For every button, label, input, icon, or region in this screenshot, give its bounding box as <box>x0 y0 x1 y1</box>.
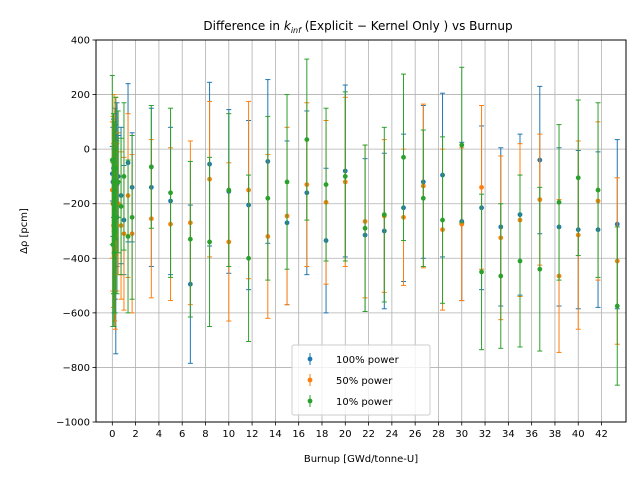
data-point <box>381 212 387 218</box>
x-tick-label: 20 <box>339 429 352 440</box>
data-point <box>420 195 426 201</box>
legend-label: 10% power <box>336 397 393 408</box>
x-tick-label: 24 <box>386 429 399 440</box>
y-tick-label: −1000 <box>56 418 90 429</box>
data-point <box>109 157 115 163</box>
x-tick-label: 4 <box>156 429 162 440</box>
x-tick-label: 14 <box>269 429 282 440</box>
x-tick-label: 0 <box>109 429 115 440</box>
data-point <box>125 234 131 239</box>
data-point <box>479 269 484 275</box>
y-tick-label: −600 <box>63 308 90 319</box>
data-point <box>121 174 127 179</box>
title-suffix: (Explicit − Kernel Only ) vs Burnup <box>301 19 513 33</box>
data-point <box>112 228 118 234</box>
x-tick-label: 6 <box>179 429 185 440</box>
data-point <box>207 239 212 245</box>
data-point <box>595 187 601 193</box>
data-point <box>226 187 232 193</box>
x-tick-label: 22 <box>362 429 375 440</box>
data-point <box>459 142 465 148</box>
x-tick-label: 42 <box>595 429 608 440</box>
series-layer <box>109 58 620 386</box>
x-tick-label: 40 <box>572 429 585 440</box>
legend-marker <box>307 356 313 362</box>
data-point <box>498 273 504 279</box>
data-point <box>323 182 329 188</box>
title-k: k <box>284 19 292 33</box>
data-point <box>168 190 173 196</box>
legend-marker <box>307 398 313 404</box>
data-point <box>246 255 251 261</box>
legend-label: 100% power <box>336 355 400 366</box>
data-point <box>129 214 135 220</box>
x-tick-label: 26 <box>409 429 422 440</box>
legend: 100% power 50% power 10% power <box>291 344 431 416</box>
data-point <box>479 184 484 190</box>
x-tick-label: 12 <box>246 429 259 440</box>
data-point <box>118 204 124 209</box>
data-point <box>575 175 581 181</box>
y-tick-label: 200 <box>71 90 90 101</box>
x-tick-label: 16 <box>292 429 305 440</box>
data-point <box>304 137 310 142</box>
ticks: 0 2 4 6 8 10 12 14 16 18 20 22 24 26 28 30 32 34 36 38 40 42−… <box>56 36 608 441</box>
data-point <box>537 266 543 272</box>
x-axis-label: Burnup [GWd/tonne-U] <box>304 454 418 465</box>
data-point <box>284 179 290 185</box>
plot-frame <box>95 39 627 423</box>
x-tick-label: 8 <box>202 429 208 440</box>
title-sub: inf <box>291 26 302 35</box>
data-point <box>187 236 193 242</box>
x-tick-label: 10 <box>222 429 235 440</box>
x-tick-label: 34 <box>502 429 515 440</box>
data-point <box>112 187 118 193</box>
legend-box <box>291 344 431 416</box>
series-2 <box>109 58 620 386</box>
x-tick-label: 28 <box>432 429 445 440</box>
data-point <box>114 214 120 220</box>
legend-label: 50% power <box>336 376 393 387</box>
data-point <box>265 195 271 201</box>
y-tick-label: −200 <box>63 199 90 210</box>
x-tick-label: 30 <box>455 429 468 440</box>
x-tick-label: 2 <box>132 429 138 440</box>
y-axis-label: Δρ [pcm] <box>19 208 30 254</box>
y-tick-label: −800 <box>63 363 90 374</box>
data-point <box>342 174 348 179</box>
data-point <box>556 199 562 205</box>
x-tick-label: 36 <box>525 429 538 440</box>
data-point <box>517 258 523 264</box>
y-tick-label: −400 <box>63 254 90 265</box>
data-point <box>148 164 154 170</box>
x-tick-label: 32 <box>479 429 492 440</box>
data-point <box>115 179 121 185</box>
chart-title: Difference in kinf (Explicit − Kernel On… <box>203 19 512 35</box>
data-point <box>362 225 368 231</box>
data-point <box>440 217 445 223</box>
y-tick-label: 0 <box>84 145 90 156</box>
x-tick-label: 38 <box>549 429 562 440</box>
x-tick-label: 18 <box>316 429 329 440</box>
data-point <box>401 154 406 160</box>
title-prefix: Difference in <box>203 19 283 33</box>
data-point <box>614 303 620 309</box>
y-tick-label: 400 <box>71 36 90 47</box>
data-point <box>113 165 119 171</box>
legend-marker <box>307 377 313 383</box>
